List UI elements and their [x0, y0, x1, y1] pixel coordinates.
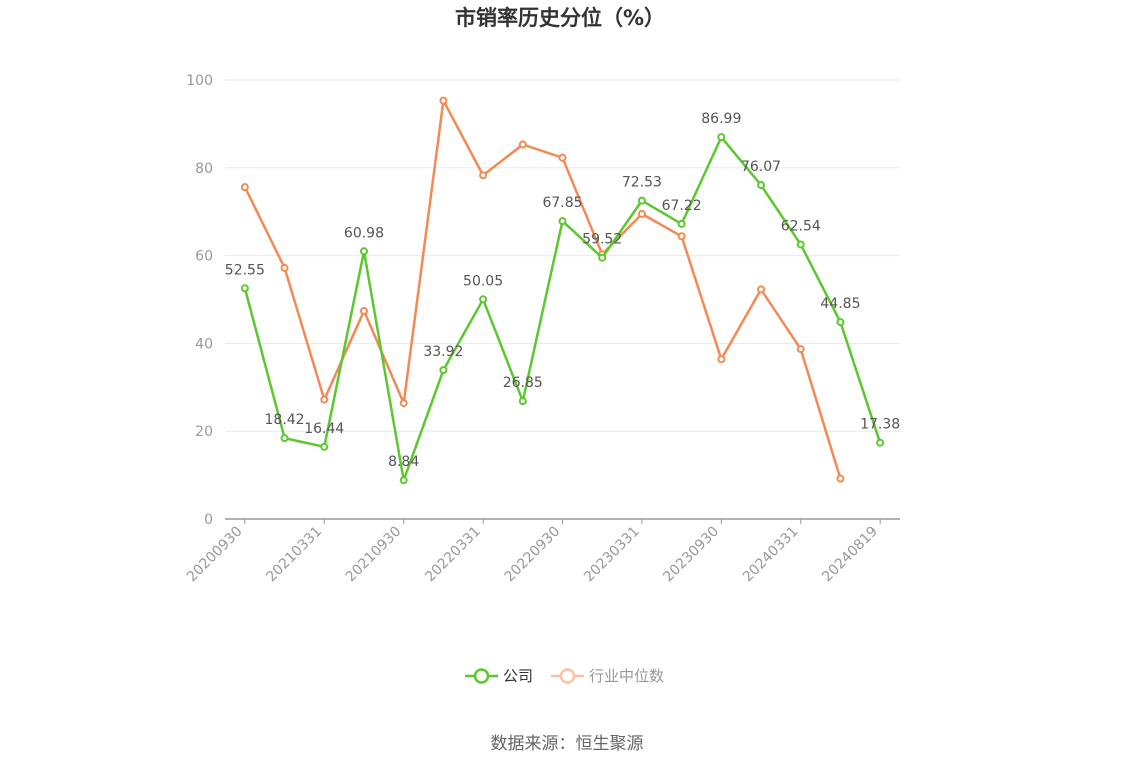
legend-label: 公司	[503, 667, 533, 685]
data-point	[677, 219, 686, 228]
data-label: 59.52	[582, 232, 622, 248]
data-label: 76.07	[741, 159, 781, 175]
data-label: 44.85	[820, 296, 860, 312]
data-point	[757, 285, 766, 294]
legend[interactable]: 公司 行业中位数	[465, 667, 664, 685]
data-point	[796, 345, 805, 354]
y-tick-label: 100	[186, 73, 213, 89]
series-0	[240, 133, 885, 485]
data-label: 86.99	[701, 111, 741, 127]
data-point	[359, 247, 368, 256]
data-point	[479, 171, 488, 180]
y-tick-label: 60	[195, 249, 213, 265]
data-point	[558, 153, 567, 162]
legend-label: 行业中位数	[589, 667, 664, 685]
data-point	[320, 395, 329, 404]
x-tick-label: 20230331	[581, 524, 643, 586]
data-point	[876, 438, 885, 447]
x-tick-label: 20240819	[819, 524, 881, 586]
chart-title: 市销率历史分位（%）	[455, 6, 665, 30]
x-tick-label: 20240331	[740, 524, 802, 586]
data-point	[757, 181, 766, 190]
data-point	[518, 140, 527, 149]
data-point	[637, 209, 646, 218]
x-tick-label: 20200930	[184, 524, 246, 586]
data-point	[479, 295, 488, 304]
series-layer	[240, 96, 885, 485]
legend-item-0[interactable]: 公司	[465, 667, 533, 685]
x-tick-label: 20230930	[660, 524, 722, 586]
y-tick-label: 20	[195, 424, 213, 440]
x-tick-label: 20210930	[343, 524, 405, 586]
data-point	[280, 263, 289, 272]
data-point	[399, 476, 408, 485]
data-label: 18.42	[265, 412, 305, 428]
x-tick-label: 20220331	[422, 524, 484, 586]
data-label: 8.84	[388, 454, 419, 470]
data-label: 62.54	[781, 218, 821, 234]
data-label: 17.38	[860, 417, 900, 433]
data-label: 67.22	[662, 198, 702, 214]
data-point	[717, 133, 726, 142]
x-axis: 20200930 20210331 20210930 20220331 20220930…	[184, 518, 900, 586]
data-label: 33.92	[423, 344, 463, 360]
data-label: 16.44	[304, 421, 344, 437]
data-label: 26.85	[503, 375, 543, 391]
data-label: 72.53	[622, 175, 662, 191]
data-point	[240, 183, 249, 192]
data-point	[637, 196, 646, 205]
data-label: 52.55	[225, 262, 265, 278]
legend-item-1[interactable]: 行业中位数	[551, 667, 664, 685]
data-point	[518, 397, 527, 406]
data-point	[796, 240, 805, 249]
y-tick-label: 40	[195, 336, 213, 352]
data-point	[439, 366, 448, 375]
y-tick-label: 80	[195, 161, 213, 177]
data-point	[399, 399, 408, 408]
data-point	[677, 232, 686, 241]
data-point	[280, 434, 289, 443]
x-tick-label: 20210331	[263, 524, 325, 586]
data-point	[359, 306, 368, 315]
data-point	[439, 96, 448, 105]
data-label: 50.05	[463, 273, 503, 289]
data-label: 67.85	[542, 195, 582, 211]
data-point	[598, 253, 607, 262]
data-point	[836, 318, 845, 327]
data-source: 数据来源：恒生聚源	[490, 734, 644, 754]
data-point	[240, 284, 249, 293]
legend-marker	[559, 668, 576, 684]
data-point	[558, 217, 567, 226]
data-point	[717, 355, 726, 364]
data-label: 60.98	[344, 225, 384, 241]
data-point	[836, 474, 845, 483]
data-point	[320, 442, 329, 451]
grid	[225, 79, 900, 432]
y-axis: 0 20 40 60 80 100	[186, 73, 213, 528]
legend-marker	[473, 668, 490, 684]
y-tick-label: 0	[204, 512, 213, 528]
x-tick-label: 20220930	[502, 524, 564, 586]
